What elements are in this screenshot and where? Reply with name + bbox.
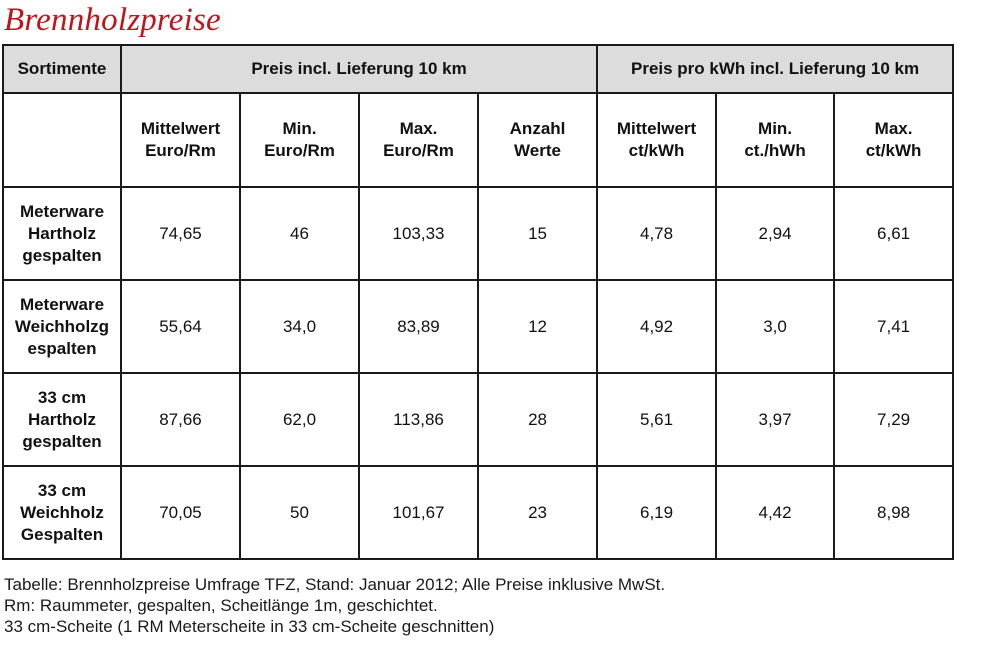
row-label: Meterware Weichholzg espalten bbox=[2, 279, 122, 374]
sub-header-row: Mittelwert Euro/Rm Min. Euro/Rm Max. Euro/R… bbox=[2, 92, 955, 188]
column-header-line: Euro/Rm bbox=[264, 141, 335, 160]
table-cell: 3,0 bbox=[715, 279, 836, 374]
table-cell: 103,33 bbox=[358, 186, 479, 281]
row-label-line: Weichholz bbox=[20, 502, 104, 522]
footnote-33cm: 33 cm-Scheite (1 RM Meterscheite in 33 c… bbox=[4, 617, 495, 636]
table-cell: 101,67 bbox=[358, 465, 479, 560]
column-header-line: Euro/Rm bbox=[145, 141, 216, 160]
table-cell: 15 bbox=[476, 186, 599, 281]
empty-header-cell bbox=[2, 92, 122, 188]
column-header-line: Max. bbox=[399, 119, 438, 138]
row-label-line: Gespalten bbox=[20, 524, 104, 544]
column-header: Mittelwert Euro/Rm bbox=[120, 92, 241, 188]
table-cell: 6,61 bbox=[833, 186, 955, 281]
row-label-line: Hartholz bbox=[28, 223, 96, 243]
table-cell: 8,98 bbox=[833, 465, 955, 560]
table-cell: 5,61 bbox=[596, 372, 718, 467]
column-header-line: Min. bbox=[282, 119, 317, 138]
price-group-header: Preis incl. Lieferung 10 km bbox=[119, 44, 599, 94]
table-row: Meterware Hartholz gespalten 74,65 46 103,… bbox=[2, 186, 955, 281]
table-cell: 23 bbox=[476, 465, 599, 560]
table-cell: 46 bbox=[239, 186, 360, 281]
row-label-line: espalten bbox=[27, 338, 97, 358]
group-header-row: Sortimente Preis incl. Lieferung 10 km P… bbox=[2, 44, 955, 94]
column-header-line: Mittelwert bbox=[616, 119, 697, 138]
price-table: Sortimente Preis incl. Lieferung 10 km P… bbox=[2, 44, 955, 560]
column-header-line: Mittelwert bbox=[140, 119, 221, 138]
table-cell: 55,64 bbox=[120, 279, 241, 374]
table-cell: 7,29 bbox=[833, 372, 955, 467]
row-label-line: Hartholz bbox=[28, 409, 96, 429]
table-cell: 2,94 bbox=[715, 186, 836, 281]
table-cell: 4,42 bbox=[715, 465, 836, 560]
table-cell: 28 bbox=[476, 372, 599, 467]
table-cell: 34,0 bbox=[239, 279, 360, 374]
table-row: 33 cm Weichholz Gespalten 70,05 50 101,67 … bbox=[2, 465, 955, 560]
footnote-source: Tabelle: Brennholzpreise Umfrage TFZ, St… bbox=[4, 575, 666, 594]
table-cell: 62,0 bbox=[239, 372, 360, 467]
table-row: 33 cm Hartholz gespalten 87,66 62,0 113,86… bbox=[2, 372, 955, 467]
kwh-group-header: Preis pro kWh incl. Lieferung 10 km bbox=[596, 44, 955, 94]
column-header-line: ct/kWh bbox=[865, 141, 922, 160]
column-header: Mittelwert ct/kWh bbox=[596, 92, 718, 188]
column-header-line: Werte bbox=[514, 141, 561, 160]
table-row: Meterware Weichholzg espalten 55,64 34,0 8… bbox=[2, 279, 955, 374]
table-cell: 7,41 bbox=[833, 279, 955, 374]
table-cell: 83,89 bbox=[358, 279, 479, 374]
row-label-line: gespalten bbox=[22, 245, 102, 265]
column-header: Max. ct/kWh bbox=[833, 92, 955, 188]
footnote-rm: Rm: Raummeter, gespalten, Scheitlänge 1m… bbox=[4, 596, 438, 615]
column-header-line: ct./hWh bbox=[744, 141, 806, 160]
row-label-line: 33 cm bbox=[37, 480, 87, 500]
row-label-line: 33 cm bbox=[37, 387, 87, 407]
table-cell: 87,66 bbox=[120, 372, 241, 467]
table-cell: 74,65 bbox=[120, 186, 241, 281]
footnotes: Tabelle: Brennholzpreise Umfrage TFZ, St… bbox=[4, 574, 665, 637]
column-header-line: Min. bbox=[758, 119, 793, 138]
page-title: Brennholzpreise bbox=[4, 2, 221, 38]
column-header-line: Euro/Rm bbox=[383, 141, 454, 160]
table-cell: 3,97 bbox=[715, 372, 836, 467]
row-label-line: Weichholzg bbox=[14, 316, 110, 336]
column-header: Max. Euro/Rm bbox=[358, 92, 479, 188]
row-label-line: Meterware bbox=[19, 201, 105, 221]
row-label-line: gespalten bbox=[22, 431, 102, 451]
column-header: Anzahl Werte bbox=[476, 92, 599, 188]
row-label: 33 cm Hartholz gespalten bbox=[2, 372, 122, 467]
row-label: Meterware Hartholz gespalten bbox=[2, 186, 122, 281]
table-cell: 4,78 bbox=[596, 186, 718, 281]
table-cell: 50 bbox=[239, 465, 360, 560]
column-header-line: ct/kWh bbox=[628, 141, 685, 160]
sortimente-header: Sortimente bbox=[2, 44, 122, 94]
row-label-line: Meterware bbox=[19, 294, 105, 314]
column-header-line: Max. bbox=[874, 119, 913, 138]
table-cell: 4,92 bbox=[596, 279, 718, 374]
table-cell: 6,19 bbox=[596, 465, 718, 560]
table-cell: 70,05 bbox=[120, 465, 241, 560]
table-cell: 12 bbox=[476, 279, 599, 374]
table-cell: 113,86 bbox=[358, 372, 479, 467]
column-header-line: Anzahl bbox=[509, 119, 566, 138]
row-label: 33 cm Weichholz Gespalten bbox=[2, 465, 122, 560]
column-header: Min. Euro/Rm bbox=[239, 92, 360, 188]
column-header: Min. ct./hWh bbox=[715, 92, 836, 188]
